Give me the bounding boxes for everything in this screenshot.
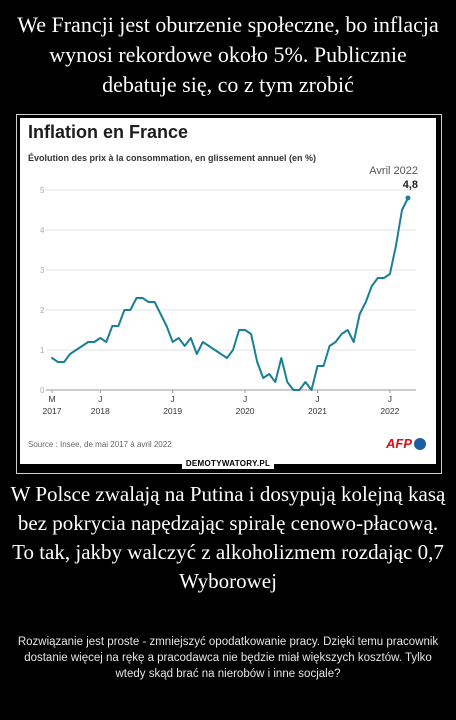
x-tick-year-label: 2018 bbox=[91, 406, 110, 416]
y-tick-label: 1 bbox=[40, 346, 45, 355]
chart-title: Inflation en France bbox=[28, 122, 189, 142]
watermark: DEMOTYWATORY.PL bbox=[0, 458, 456, 469]
y-tick-label: 2 bbox=[40, 306, 45, 315]
inflation-chart: 0 1 2 3 4 5 M 2017 J 2018 J 2019 J 2020 J 2021 J 2022 Avri… bbox=[40, 165, 418, 416]
y-tick-label: 0 bbox=[40, 386, 45, 395]
chart-subtitle: Évolution des prix à la consommation, en… bbox=[28, 153, 317, 163]
last-data-point bbox=[405, 195, 411, 201]
annotation-value-label: 4,8 bbox=[403, 179, 418, 191]
watermark-text: DEMOTYWATORY.PL bbox=[181, 458, 275, 469]
y-tick-label: 4 bbox=[40, 226, 45, 235]
x-tick-month-label: J bbox=[171, 394, 175, 404]
afp-logo: AFP bbox=[386, 436, 426, 451]
x-tick-year-label: 2019 bbox=[163, 406, 182, 416]
x-tick-month-label: J bbox=[315, 394, 319, 404]
annotation-date-label: Avril 2022 bbox=[369, 165, 418, 177]
top-title: We Francji jest oburzenie społeczne, bo … bbox=[17, 12, 439, 97]
chart-card: 0 1 2 3 4 5 M 2017 J 2018 J 2019 J 2020 J 2021 J 2022 Avri… bbox=[20, 118, 436, 464]
x-tick-month-label: M bbox=[48, 394, 55, 404]
afp-dot-icon bbox=[414, 437, 426, 450]
x-tick-year-label: 2020 bbox=[236, 406, 255, 416]
headline: W Polsce zwalają na Putina i dosypują ko… bbox=[10, 482, 446, 593]
caption: Rozwiązanie jest proste - zmniejszyć opo… bbox=[17, 636, 439, 680]
x-tick-month-label: J bbox=[243, 394, 247, 404]
x-tick-year-label: 2017 bbox=[43, 406, 62, 416]
y-tick-label: 3 bbox=[40, 266, 45, 275]
x-tick-year-label: 2022 bbox=[380, 406, 399, 416]
chart-source: Source : Insee, de mai 2017 à avril 2022 bbox=[28, 440, 172, 449]
y-tick-label: 5 bbox=[40, 186, 45, 195]
afp-logo-text: AFP bbox=[386, 436, 412, 451]
x-tick-month-label: J bbox=[388, 394, 392, 404]
inflation-line bbox=[51, 197, 409, 391]
x-tick-year-label: 2021 bbox=[308, 406, 327, 416]
x-tick-month-label: J bbox=[98, 394, 102, 404]
